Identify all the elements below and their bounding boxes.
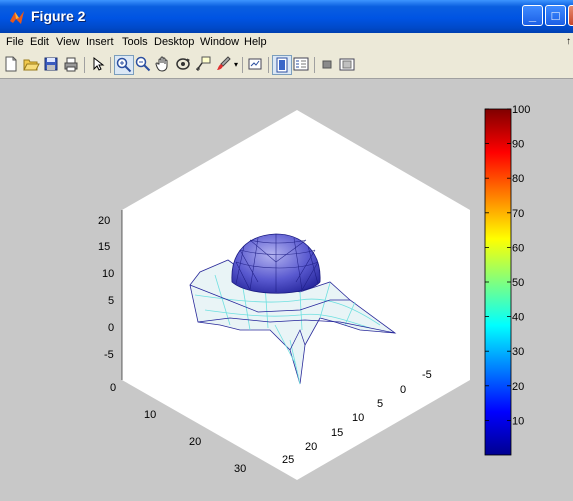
menu-view[interactable]: View	[56, 36, 80, 48]
zoom-in-icon	[116, 57, 132, 73]
colorbar-tick-label: 50	[512, 277, 524, 289]
close-button[interactable]: X	[568, 5, 573, 26]
zoom-out-icon	[135, 56, 151, 72]
data-cursor-button[interactable]	[194, 55, 214, 75]
x-tick-label: 30	[234, 463, 246, 475]
colorbar-ticks: 10 20 30 40 50 60 70 80 90 100	[485, 104, 530, 427]
toolbar-separator	[242, 57, 243, 73]
menu-help[interactable]: Help	[244, 36, 267, 48]
matlab-logo-icon	[10, 11, 24, 24]
y-tick-label: 25	[282, 454, 294, 466]
zoom-in-button[interactable]	[114, 55, 134, 75]
menu-desktop[interactable]: Desktop	[154, 36, 195, 48]
menu-insert[interactable]: Insert	[86, 36, 114, 48]
pan-hand-icon	[155, 56, 168, 72]
colorbar-tick-label: 40	[512, 312, 524, 324]
colorbar-tick-label: 70	[512, 208, 524, 220]
figure-canvas[interactable]: 20 15 10 5 0 -5 0 10 20 30 25 20 15 10 5…	[0, 79, 573, 501]
hide-plot-tools-icon	[322, 60, 332, 69]
colorbar-tick-label: 30	[512, 346, 524, 358]
y-axis: 25 20 15 10 5 0 -5	[282, 369, 432, 466]
new-figure-icon	[5, 56, 17, 72]
colorbar-tick-label: 80	[512, 173, 524, 185]
save-button[interactable]	[42, 55, 62, 75]
brush-button[interactable]	[214, 55, 234, 75]
rotate-3d-button[interactable]	[174, 55, 194, 75]
menu-window[interactable]: Window	[200, 36, 240, 48]
open-file-icon	[23, 59, 40, 71]
minimize-button[interactable]: _	[522, 5, 543, 26]
link-plot-button[interactable]	[246, 55, 266, 75]
edit-plot-arrow-icon	[93, 56, 105, 71]
z-tick-label: 10	[102, 268, 114, 280]
pan-button[interactable]	[154, 55, 174, 75]
z-tick-label: 20	[98, 215, 110, 227]
z-tick-label: 15	[98, 241, 110, 253]
hide-plot-tools-button[interactable]	[318, 55, 338, 75]
toolbar-separator	[84, 57, 85, 73]
x-axis: 0 10 20 30	[110, 382, 246, 475]
figure-toolbar: ▾	[0, 52, 573, 79]
x-tick-label: 0	[110, 382, 116, 394]
new-figure-button[interactable]	[2, 55, 22, 75]
title-bar[interactable]: Figure 2 _ □ X	[0, 0, 573, 33]
x-tick-label: 20	[189, 436, 201, 448]
y-tick-label: 15	[331, 427, 343, 439]
print-button[interactable]	[62, 55, 82, 75]
print-icon	[64, 57, 78, 72]
surface-plot[interactable]	[189, 233, 397, 385]
show-plot-tools-button[interactable]	[338, 55, 358, 75]
edit-plot-button[interactable]	[88, 55, 108, 75]
rotate-3d-icon	[176, 58, 190, 70]
insert-legend-button[interactable]	[292, 55, 312, 75]
y-tick-label: 10	[352, 412, 364, 424]
menu-edit[interactable]: Edit	[30, 36, 49, 48]
link-plot-icon	[248, 58, 262, 70]
menu-overflow-icon[interactable]: ↑	[566, 36, 571, 47]
y-tick-label: 20	[305, 441, 317, 453]
close-icon: X	[569, 6, 573, 25]
legend-icon	[293, 57, 309, 71]
toolbar-separator	[110, 57, 111, 73]
menu-file[interactable]: File	[6, 36, 24, 48]
z-tick-label: -5	[104, 349, 114, 361]
data-cursor-icon	[196, 56, 211, 71]
colorbar-icon	[276, 57, 288, 73]
colorbar-tick-label: 90	[512, 139, 524, 151]
window-title: Figure 2	[31, 8, 86, 24]
y-tick-label: -5	[422, 369, 432, 381]
minimize-icon: _	[528, 8, 537, 23]
z-tick-label: 0	[108, 322, 114, 334]
colorbar-tick-label: 20	[512, 381, 524, 393]
colorbar[interactable]: 10 20 30 40 50 60 70 80 90 100	[484, 104, 530, 456]
toolbar-separator	[268, 57, 269, 73]
x-tick-label: 10	[144, 409, 156, 421]
maximize-button[interactable]: □	[545, 5, 566, 26]
y-tick-label: 0	[400, 384, 406, 396]
toolbar-separator	[314, 57, 315, 73]
open-file-button[interactable]	[22, 55, 42, 75]
z-axis: 20 15 10 5 0 -5	[98, 210, 123, 380]
colorbar-gradient	[484, 108, 512, 456]
colorbar-tick-label: 100	[512, 104, 530, 116]
brush-dropdown-icon[interactable]: ▾	[234, 60, 239, 69]
brush-icon	[217, 56, 231, 70]
show-plot-tools-icon	[339, 58, 355, 71]
z-tick-label: 5	[108, 295, 114, 307]
zoom-out-button[interactable]	[134, 55, 154, 75]
colorbar-tick-label: 60	[512, 242, 524, 254]
menu-tools[interactable]: Tools	[122, 36, 148, 48]
insert-colorbar-button[interactable]	[272, 55, 292, 75]
menu-bar: File Edit View Insert Tools Desktop Wind…	[0, 33, 573, 52]
save-icon	[44, 57, 58, 71]
colorbar-tick-label: 10	[512, 415, 524, 427]
maximize-icon: □	[551, 8, 560, 23]
y-tick-label: 5	[377, 398, 383, 410]
